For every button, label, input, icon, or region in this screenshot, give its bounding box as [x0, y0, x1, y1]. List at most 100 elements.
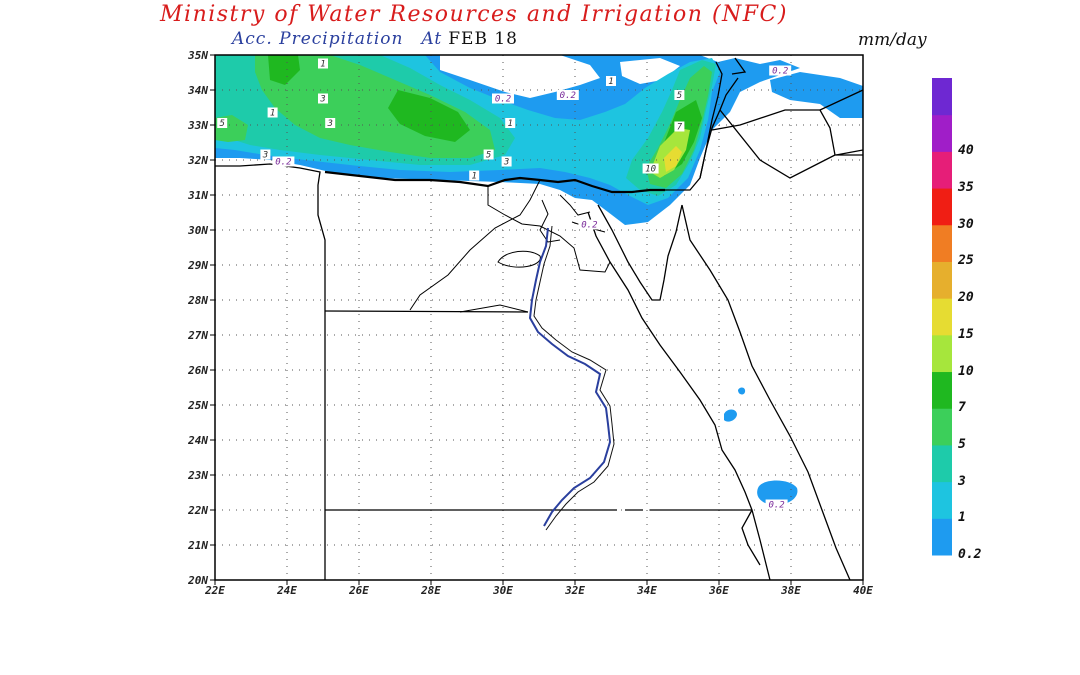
contour-label-bg: [674, 121, 685, 132]
contour-label: 0.2: [772, 67, 788, 77]
map-grid: [215, 55, 863, 580]
precip-field-0.2: [757, 480, 798, 506]
colorbar-label: 1: [958, 510, 966, 526]
precip-field-7: [268, 55, 300, 85]
contour-label: 0.2: [275, 158, 291, 168]
forecast-date: FEB 18: [448, 29, 518, 49]
y-tick-label: 21N: [187, 539, 208, 552]
colorbar-label: 40: [958, 143, 974, 159]
contour-label-bg: [606, 76, 616, 86]
contour-label: 3: [326, 119, 332, 129]
x-tick-label: 24E: [276, 584, 297, 597]
y-tick-label: 35N: [187, 49, 208, 62]
colorbar-label: 5: [958, 436, 966, 452]
colorbar-label: 3: [958, 473, 966, 489]
egypt-north-coast: [324, 170, 665, 194]
precip-field-0.2: [738, 387, 746, 395]
contour-label-bg: [318, 58, 328, 69]
contour-label: 1: [608, 77, 613, 87]
libya-coast: [215, 163, 326, 311]
contour-label-bg: [492, 93, 514, 104]
contour-label-bg: [217, 118, 228, 128]
page-title: Ministry of Water Resources and Irrigati…: [160, 2, 788, 27]
colorbar-label: 30: [958, 216, 974, 232]
contour-label-bg: [642, 163, 659, 174]
sinai-east-border: [665, 77, 739, 191]
at-label: At: [421, 29, 443, 49]
contour-label: 5: [219, 119, 224, 129]
x-tick-label: 40E: [853, 584, 873, 597]
gulf-of-suez: [597, 204, 683, 301]
nile-river: [528, 225, 615, 531]
contour-label-bg: [578, 219, 601, 230]
precip-field-0.2: [724, 409, 737, 422]
y-tick-label: 32N: [187, 154, 208, 167]
map-frame: [214, 54, 864, 581]
contour-label-bg: [469, 170, 480, 181]
product-name: Acc. Precipitation: [232, 29, 404, 49]
precipitation-fields: [215, 55, 863, 506]
y-tick-label: 26N: [187, 364, 208, 377]
precip-field-15: [664, 146, 682, 172]
contour-label: 10: [645, 165, 656, 175]
units-label: mm/day: [858, 30, 927, 50]
x-tick-label: 28E: [420, 584, 441, 597]
delta-region: [409, 179, 611, 313]
latitude-29-boundary: [324, 310, 529, 313]
colorbar-label: 20: [958, 290, 974, 306]
contour-labels: 0.2 0.2 0.2 0.2 0.2 0.2 1 1 1 1 1 3 3 3 3 5 5 5 7 10: [217, 58, 792, 511]
contour-label-bg: [765, 499, 788, 510]
contour-label-bg: [556, 90, 579, 100]
x-tick-label: 32E: [564, 584, 585, 597]
y-tick-label: 24N: [187, 434, 208, 447]
sudan-coast: [741, 509, 761, 566]
contour-label-bg: [505, 118, 516, 128]
precip-field-0.2: [770, 72, 863, 118]
contour-label-bg: [325, 118, 336, 128]
contour-label-bg: [272, 156, 295, 167]
levant-coast: [699, 61, 723, 179]
cyprus-outline: [731, 57, 747, 75]
contour-label: 5: [486, 151, 491, 161]
x-tick-label: 26E: [348, 584, 369, 597]
colorbar-label: 25: [958, 253, 974, 269]
dry-area: [440, 55, 600, 98]
contour-label-bg: [674, 90, 685, 100]
contour-label: 1: [471, 172, 476, 182]
contour-label: 1: [507, 119, 512, 129]
contour-label-bg: [501, 156, 512, 167]
precip-field-7: [388, 90, 470, 142]
colorbar-label: 15: [958, 326, 974, 342]
y-tick-label: 25N: [187, 399, 208, 412]
map-axes: 22E 24E 26E 28E 30E 32E 34E 36E 38E 40E 20N 21N 22N 2…: [187, 49, 873, 597]
contour-label: 0.2: [581, 221, 597, 231]
contour-label: 1: [270, 109, 275, 119]
y-tick-label: 34N: [187, 84, 208, 97]
x-tick-label: 34E: [636, 584, 657, 597]
red-sea-west-coast: [587, 211, 771, 580]
colorbar-label: 10: [958, 363, 974, 379]
colorbar-label: 35: [958, 180, 974, 196]
contour-label: 1: [320, 60, 325, 70]
fayoum-lake: [497, 250, 541, 268]
contour-label-bg: [267, 107, 278, 118]
y-tick-label: 27N: [187, 329, 208, 342]
x-tick-label: 22E: [204, 584, 225, 597]
y-tick-label: 20N: [187, 574, 208, 587]
contour-label: 7: [677, 123, 683, 133]
nile-river-line: [528, 227, 612, 527]
y-tick-label: 28N: [187, 294, 208, 307]
contour-label-bg: [769, 65, 792, 76]
product-subtitle: Acc. Precipitation At FEB 18: [232, 29, 518, 49]
y-tick-label: 22N: [187, 504, 208, 517]
y-tick-label: 23N: [187, 469, 208, 482]
saudi-border: [719, 89, 863, 179]
red-sea-east-coast: [681, 204, 851, 580]
contour-label: 0.2: [560, 91, 576, 101]
contour-label-bg: [260, 149, 271, 160]
contour-label: 5: [677, 91, 682, 101]
contour-label-bg: [318, 93, 328, 104]
y-tick-label: 31N: [187, 189, 208, 202]
contour-label: 3: [319, 95, 325, 105]
